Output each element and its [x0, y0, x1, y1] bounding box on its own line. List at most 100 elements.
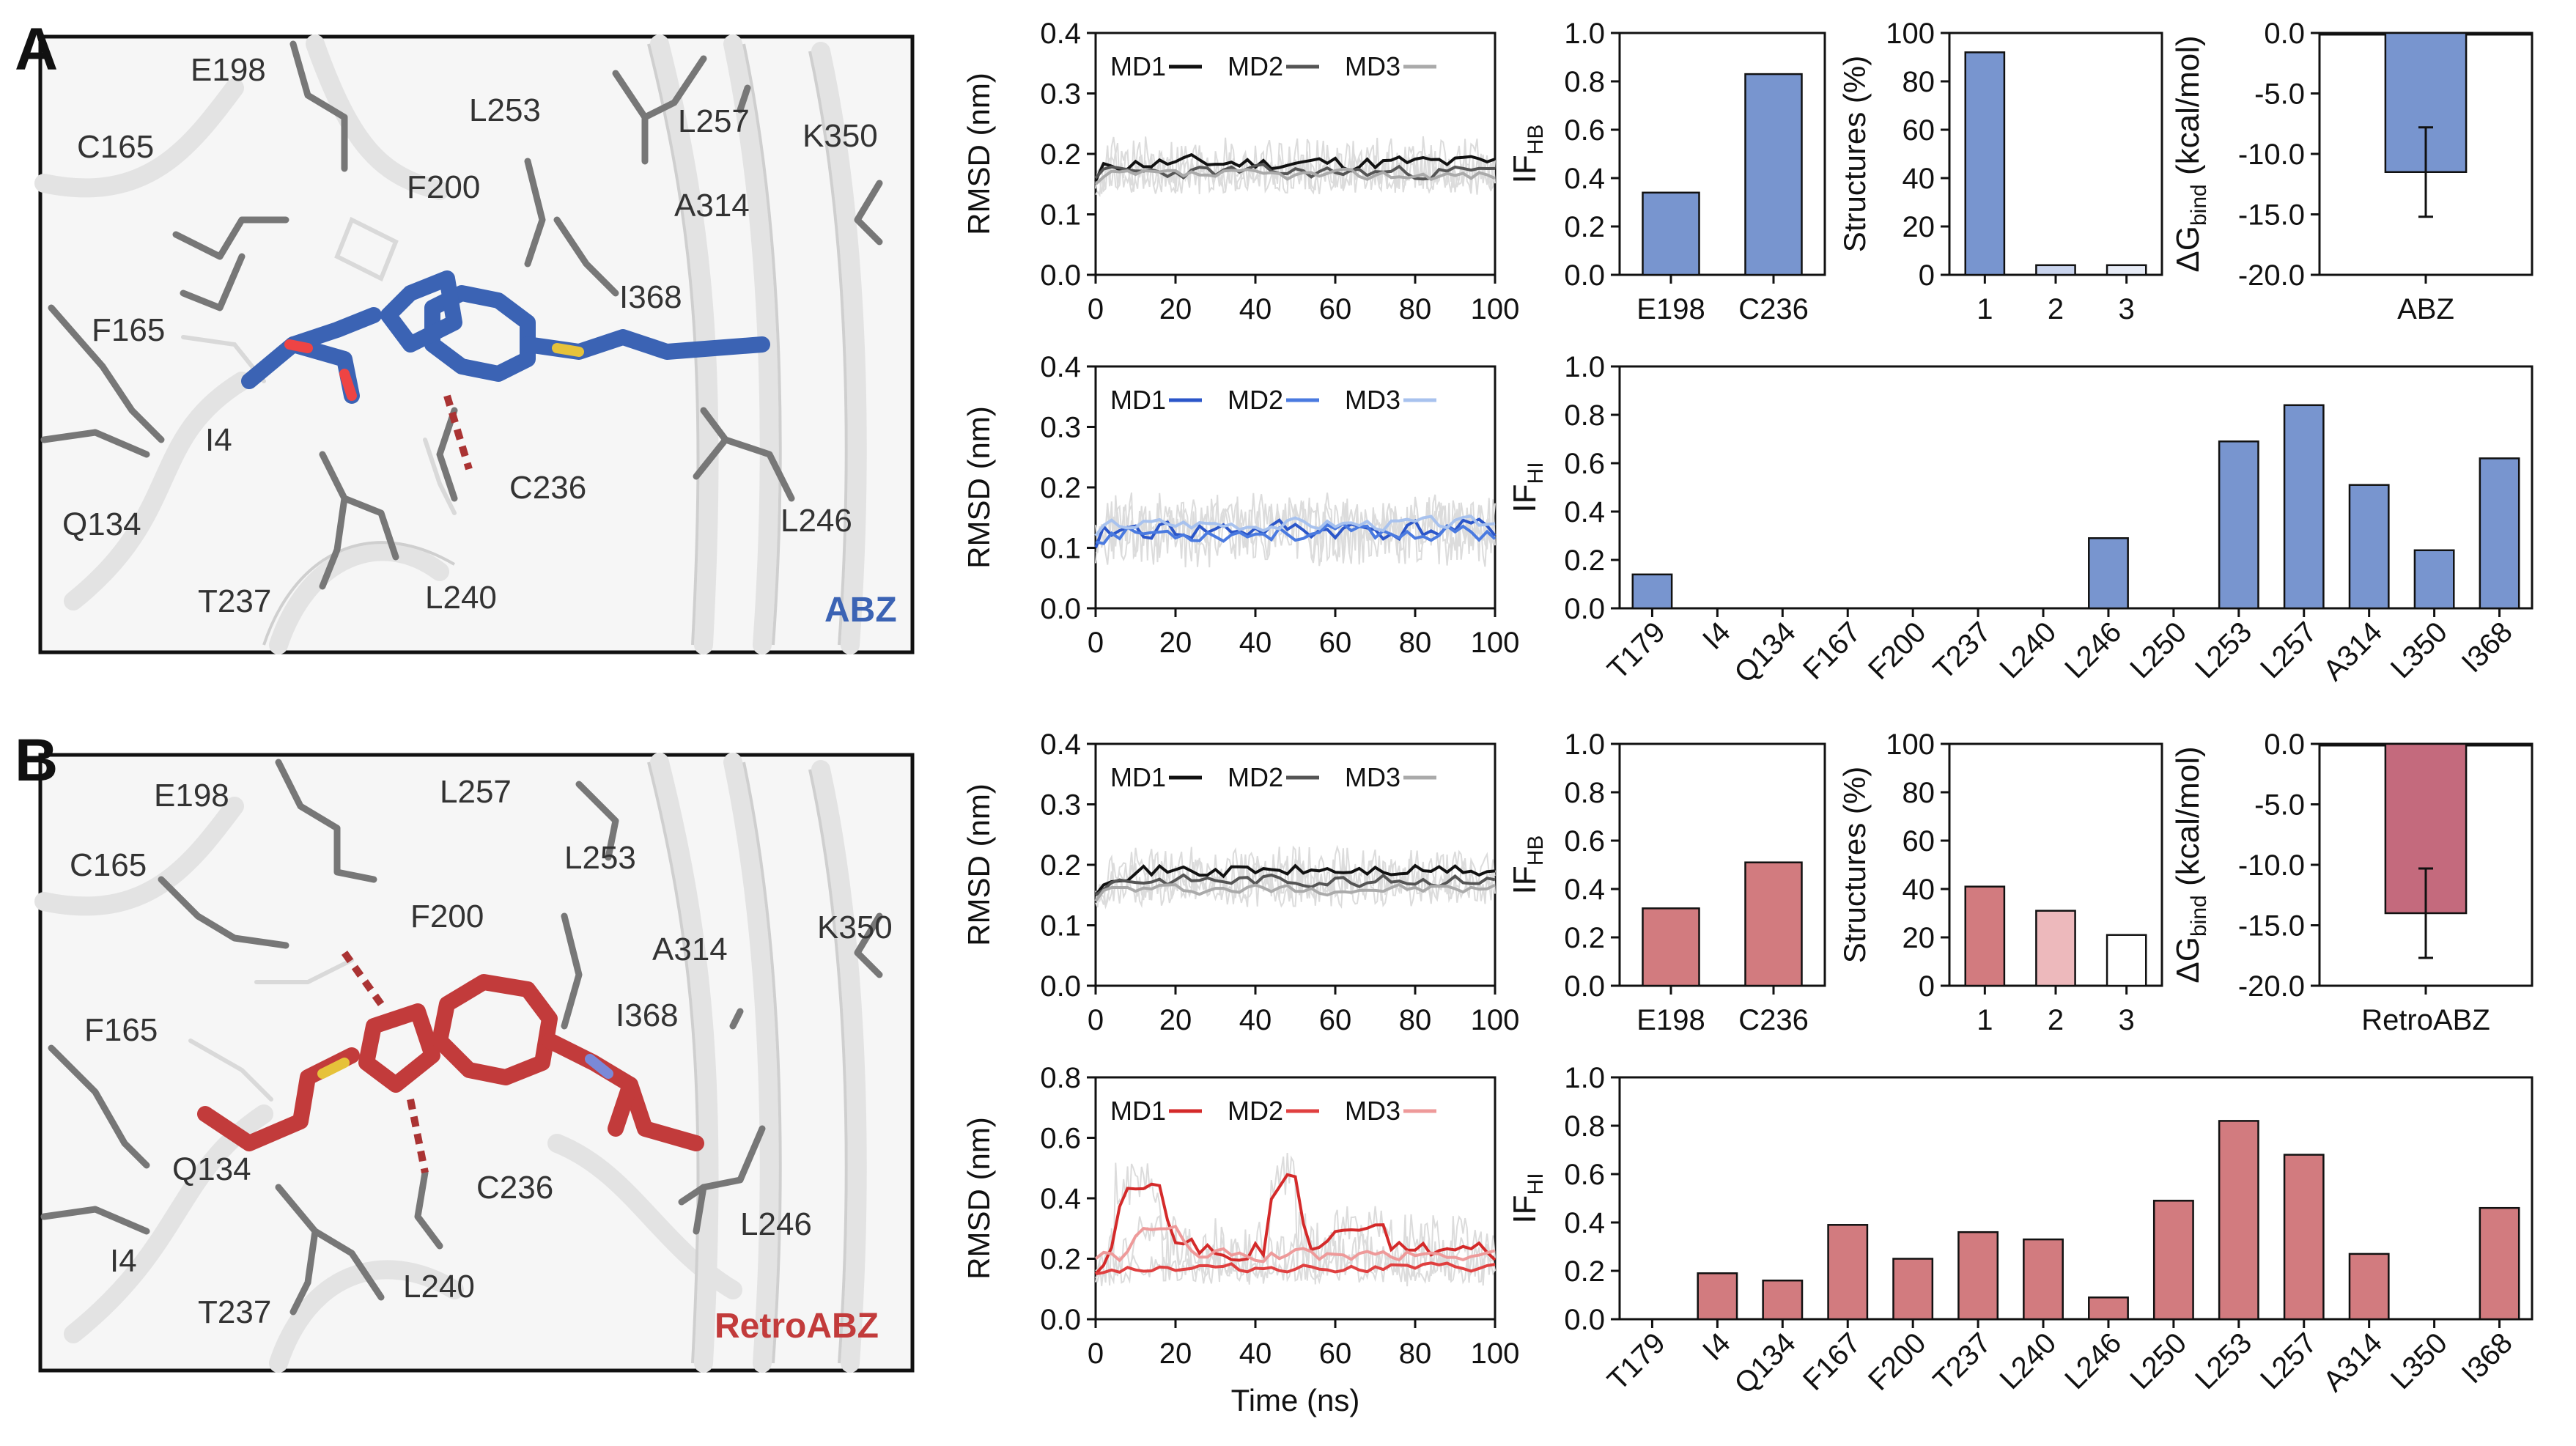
y-tick-label: 0.8	[1564, 777, 1605, 809]
bar-c236	[1744, 861, 1803, 987]
y-axis-label: RMSD (nm)	[962, 73, 996, 235]
y-tick-label: 0.4	[1564, 1207, 1605, 1239]
panel-b-ribbon-edges	[647, 761, 848, 1364]
legend-label: MD3	[1345, 51, 1400, 81]
plot-frame	[1618, 1076, 2533, 1321]
x-tick-label: 60	[1319, 627, 1352, 659]
plot-frame	[1094, 365, 1496, 610]
bar-f167	[1827, 1224, 1869, 1321]
res-label: I4	[110, 1243, 137, 1279]
retroabz-molecule-label: RetroABZ	[715, 1307, 879, 1346]
y-tick-label: 0.2	[1040, 1244, 1081, 1276]
x-axis-label: Time (ns)	[1231, 1383, 1360, 1417]
bar-i368	[2479, 457, 2520, 610]
rmsd-chart-A_rmsd_bottom: MD1 MD2 MD3 0.0 0.1 0.2 0.3 0.4 0 20 40 60 80 100 RMSD…	[962, 351, 1519, 659]
x-tick-label: T179	[1601, 1327, 1672, 1397]
y-tick-label: 0.0	[2264, 18, 2305, 50]
bar-l240	[2023, 1238, 2064, 1321]
legend-label: MD2	[1228, 1096, 1283, 1126]
y-tick-label: -15.0	[2238, 199, 2305, 232]
bar-chart-A_dg: ABZ 0.0 -5.0 -10.0 -15.0 -20.0 ΔGbind (kcal/mo…	[2170, 18, 2533, 325]
y-tick-label: 0.0	[1040, 1304, 1081, 1336]
retroabz-ligand	[197, 974, 704, 1151]
panel-b-residue-labels: E198 L257 C165 L253 F200 K350 A314 I368 …	[70, 774, 893, 1330]
x-tick-label: F167	[1797, 1327, 1867, 1397]
x-tick-label: 100	[1471, 293, 1520, 325]
x-tick-label: 60	[1319, 1004, 1352, 1036]
x-tick-label: A314	[2317, 616, 2388, 687]
x-tick-label: 20	[1159, 1004, 1192, 1036]
x-tick-label: 60	[1319, 1338, 1352, 1370]
bar-chart-A_ifhi: T179 I4Q134F167F200T237L240L246L250L253L2…	[1507, 351, 2533, 690]
x-tick-label: T179	[1601, 616, 1672, 686]
x-tick-label: I4	[1697, 1327, 1737, 1367]
bar-chart-B_structures: 1 2 3 0 20 40 60 80 100 Structures (%)	[1837, 728, 2163, 1036]
rmsd-line-md3	[1094, 1225, 1496, 1264]
y-tick-label: 1.0	[1564, 351, 1605, 383]
x-tick-label: 40	[1239, 1338, 1272, 1370]
y-tick-label: 0.1	[1040, 533, 1081, 565]
x-tick-label: F200	[1862, 1327, 1933, 1397]
y-tick-label: 0.6	[1040, 1123, 1081, 1155]
x-tick-label: 100	[1471, 627, 1520, 659]
panel-b-light-residues	[188, 958, 354, 1102]
y-axis-label-sub: HB	[1524, 835, 1548, 866]
x-tick-label: 20	[1159, 1338, 1192, 1370]
x-tick-label: 2	[2048, 1004, 2064, 1036]
y-tick-label: 0.2	[1564, 211, 1605, 243]
x-tick-label: L240	[1993, 1327, 2062, 1395]
y-tick-label: 0.0	[1564, 970, 1605, 1003]
x-tick-label: I4	[1697, 616, 1737, 656]
y-tick-label: 0.6	[1564, 825, 1605, 857]
y-axis-label-tail: (kcal/mol)	[2170, 35, 2206, 184]
y-axis-label-main: IF	[1507, 1195, 1543, 1223]
y-axis-label: Structures (%)	[1837, 767, 1872, 963]
legend-label: MD1	[1110, 762, 1166, 792]
y-tick-label: -5.0	[2254, 78, 2305, 111]
y-tick-label: 0.2	[1040, 472, 1081, 504]
y-tick-label: 0.3	[1040, 78, 1081, 111]
y-tick-label: 0.2	[1040, 139, 1081, 171]
y-tick-label: 0.1	[1040, 910, 1081, 943]
panel-b-residues	[40, 759, 883, 1316]
x-tick-label: I368	[2456, 1327, 2519, 1390]
x-tick-label: 60	[1319, 293, 1352, 325]
bar-1	[1964, 885, 2006, 987]
y-tick-label: 1.0	[1564, 18, 1605, 50]
bar-l253	[2218, 440, 2259, 610]
retroabz-hbond-2	[407, 1099, 429, 1173]
x-tick-label: Q134	[1728, 1327, 1801, 1400]
bar-e198	[1642, 191, 1700, 276]
bar-l257	[2283, 404, 2325, 610]
y-tick-label: 0.3	[1040, 789, 1081, 822]
rmsd-raw-md3	[1095, 500, 1496, 549]
plot-frame	[1618, 365, 2533, 610]
y-axis-label: IFHI	[1507, 1173, 1548, 1223]
y-axis-label: Structures (%)	[1837, 56, 1872, 252]
x-tick-label: 20	[1159, 627, 1192, 659]
bar-a314	[2348, 1253, 2390, 1321]
res-label: L257	[678, 103, 750, 139]
bar-c236	[1744, 73, 1803, 276]
rmsd-chart-A_rmsd_top: MD1 MD2 MD3 0.0 0.1 0.2 0.3 0.4 0 20 40 60 80 100 RMSD…	[962, 18, 1519, 325]
y-tick-label: 40	[1903, 163, 1935, 195]
y-tick-label: 0.8	[1564, 1110, 1605, 1143]
rmsd-raw-md2	[1095, 1250, 1496, 1285]
rmsd-line-md3	[1094, 514, 1496, 537]
legend-label: MD2	[1228, 762, 1283, 792]
y-tick-label: -15.0	[2238, 910, 2305, 943]
bar-e198	[1642, 907, 1700, 987]
bar-l257	[2283, 1154, 2325, 1321]
res-label: C165	[77, 129, 154, 165]
y-tick-label: 0.2	[1040, 849, 1081, 882]
bar-l246	[2088, 537, 2129, 610]
bar-2	[2035, 264, 2076, 276]
y-tick-label: 0.2	[1564, 545, 1605, 577]
y-tick-label: 40	[1903, 874, 1935, 906]
res-label: I368	[616, 997, 679, 1033]
rmsd-line-md2	[1095, 522, 1496, 545]
bar-l350	[2413, 549, 2455, 610]
y-tick-label: 0.4	[1564, 874, 1605, 906]
